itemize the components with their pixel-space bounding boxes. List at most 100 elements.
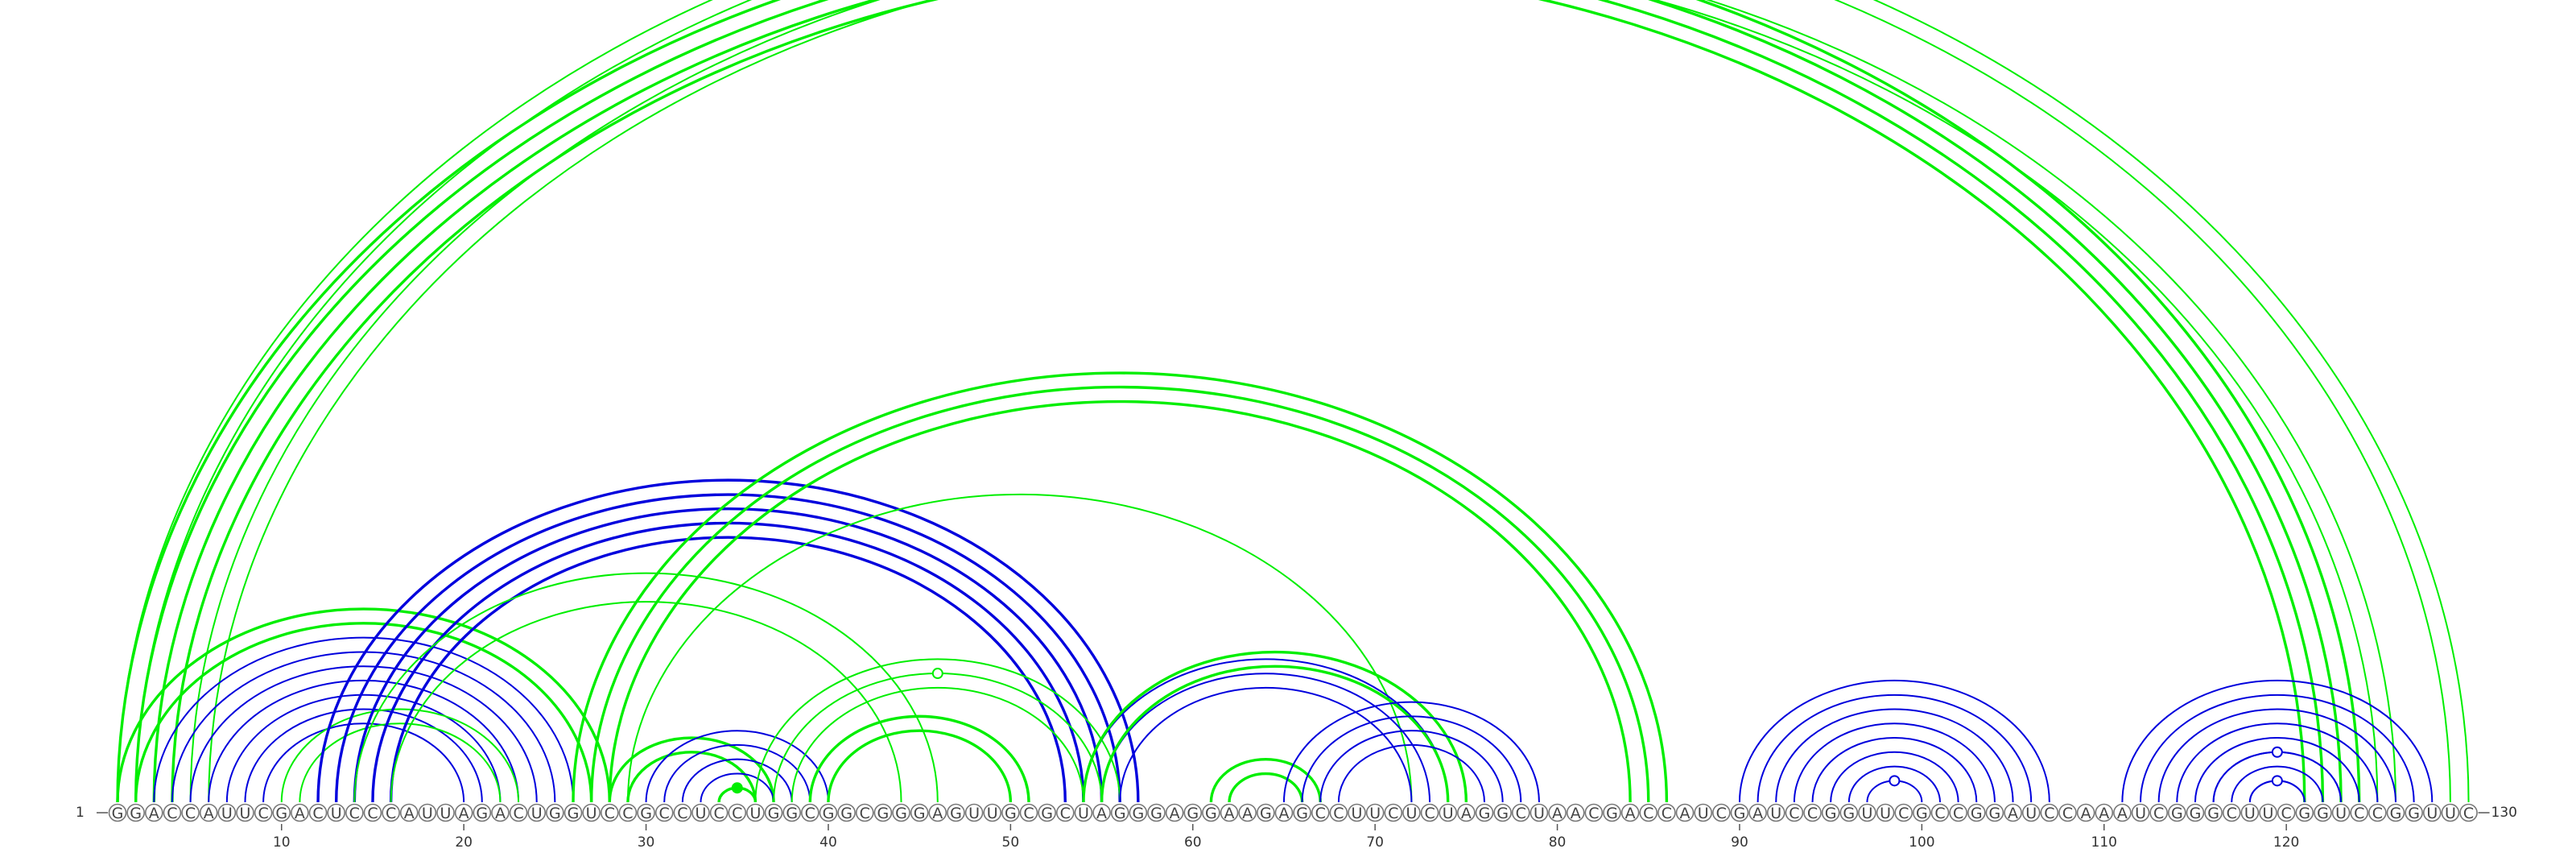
nucleotide-circle	[928, 803, 947, 822]
nucleotide-circle	[1748, 803, 1767, 822]
nucleotide-circle	[399, 803, 419, 822]
nucleotide-letter: A	[149, 805, 159, 822]
nucleotide: C	[308, 803, 328, 822]
nucleotide: A	[1165, 803, 1184, 822]
nucleotide-circle	[691, 803, 710, 822]
nucleotide-circle	[217, 803, 237, 822]
nucleotide-circle	[855, 803, 874, 822]
base-pair-arc-green	[626, 751, 758, 803]
nucleotide-circle	[1930, 803, 1950, 822]
nucleotide: A	[928, 803, 947, 822]
base-pair-arc-green	[208, 0, 2379, 803]
nucleotide-letter: C	[1060, 805, 1071, 822]
nucleotide-letter: U	[1369, 805, 1381, 822]
nucleotide-circle	[1183, 803, 1203, 822]
nucleotide: C	[2040, 803, 2059, 822]
nucleotide-letter: G	[786, 805, 798, 822]
nucleotide-letter: C	[1789, 805, 1799, 822]
open-arc-marker	[2271, 746, 2283, 758]
base-pair-arc-blue	[316, 478, 1140, 803]
nucleotide: G	[1493, 803, 1512, 822]
nucleotide-letter: C	[1662, 805, 1672, 822]
nucleotide-circle	[436, 803, 455, 822]
nucleotide-letter: A	[1170, 805, 1180, 822]
nucleotide-letter: C	[312, 805, 323, 822]
nucleotide: C	[1420, 803, 1439, 822]
nucleotide: C	[163, 803, 182, 822]
nucleotide: G	[473, 803, 492, 822]
nucleotide-circle	[1092, 803, 1111, 822]
nucleotide-letter: C	[1333, 805, 1344, 822]
nucleotide-letter: U	[2335, 805, 2347, 822]
base-pair-arc-blue	[208, 680, 520, 803]
nucleotide-circle	[473, 803, 492, 822]
tick-label: 60	[1184, 834, 1202, 851]
base-pair-arc-blue	[2121, 680, 2434, 803]
nucleotide-circle	[327, 803, 345, 822]
nucleotide: G	[1839, 803, 1859, 822]
nucleotide-letter: C	[713, 805, 724, 822]
base-pair-arc-blue	[262, 722, 465, 803]
nucleotide-letter: G	[1843, 805, 1855, 822]
base-pair-arc-blue	[1793, 722, 1996, 803]
nucleotide-letter: C	[2153, 805, 2164, 822]
nucleotide-letter: C	[167, 805, 177, 822]
nucleotide-circle	[181, 803, 200, 822]
nucleotide: C	[2459, 803, 2478, 822]
base-pair-arc-green	[280, 708, 520, 803]
nucleotide: U	[746, 803, 765, 822]
nucleotide-letter: G	[1296, 805, 1308, 822]
nucleotide-letter: C	[1315, 805, 1326, 822]
nucleotide-letter: U	[422, 805, 433, 822]
nucleotide-letter: U	[531, 805, 543, 822]
position-ticks: 10 20 30 40 50 60 70 80 90 100 110 120	[273, 824, 2299, 851]
nucleotide-circle	[454, 803, 473, 822]
base-pair-arc-blue	[1319, 730, 1504, 803]
nucleotide: C	[1055, 803, 1075, 822]
nucleotide-circle	[199, 803, 218, 822]
nucleotide-circle	[1821, 803, 1840, 822]
nucleotide: G	[2204, 803, 2223, 822]
nucleotide: C	[181, 803, 200, 822]
nucleotide-letter: A	[1680, 805, 1690, 822]
nucleotide: G	[1038, 803, 1056, 822]
base-pair-arc-green	[117, 0, 2470, 803]
nucleotide-circle	[1620, 803, 1640, 822]
nucleotide: U	[2331, 803, 2351, 822]
nucleotide: C	[709, 803, 729, 822]
nucleotide: A	[399, 803, 419, 822]
nucleotide-letter: G	[1132, 805, 1144, 822]
nucleotide-circle	[2113, 803, 2132, 822]
nucleotide: A	[1675, 803, 1695, 822]
nucleotide-circle	[1675, 803, 1695, 822]
base-pair-arc-blue	[700, 772, 775, 803]
nucleotide: C	[382, 803, 400, 822]
sequence-axis: 1 130	[76, 805, 2517, 821]
base-pair-arc-blue	[1811, 737, 1978, 803]
nucleotide-circle	[1985, 803, 2004, 822]
nucleotide-circle	[291, 803, 309, 822]
nucleotide: C	[801, 803, 819, 822]
nucleotide-circle	[2459, 803, 2478, 822]
nucleotide: C	[1384, 803, 1403, 822]
nucleotide: C	[1311, 803, 1330, 822]
nucleotide-letter: U	[2263, 805, 2274, 822]
base-pair-arc-blue	[1738, 680, 2050, 803]
nucleotide-letter: A	[204, 805, 214, 822]
base-pair-arc-blue	[2157, 708, 2396, 803]
nucleotide-circle	[1293, 803, 1311, 822]
nucleotide: U	[691, 803, 710, 822]
nucleotide-letter: A	[2008, 805, 2018, 822]
nucleotide-letter: C	[805, 805, 815, 822]
nucleotide: G	[947, 803, 965, 822]
nucleotide-letter: U	[221, 805, 233, 822]
nucleotide: C	[2277, 803, 2296, 822]
base-pair-arc-blue	[1282, 701, 1540, 803]
nucleotide-letter: U	[2135, 805, 2146, 822]
base-pair-arc-green	[152, 0, 2325, 803]
nucleotide-letter: C	[367, 805, 378, 822]
nucleotide-circle	[618, 803, 638, 822]
nucleotide: A	[1548, 803, 1567, 822]
nucleotide: G	[1985, 803, 2004, 822]
nucleotide-circle	[1074, 803, 1093, 822]
